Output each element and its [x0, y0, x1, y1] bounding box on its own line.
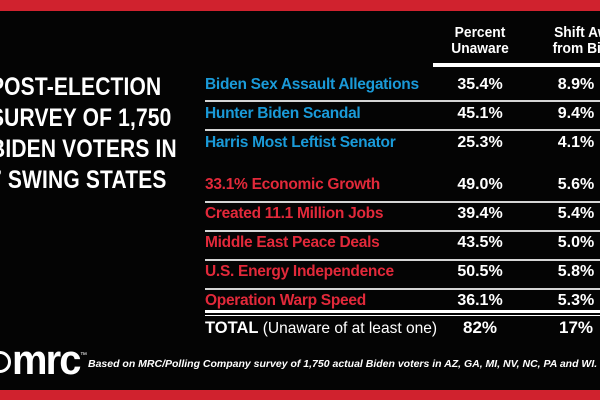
source-footnote: Based on MRC/Polling Company survey of 1… — [88, 358, 600, 370]
total-label-note: (Unaware of at least one) — [262, 320, 438, 337]
column-header-line: Shift Away — [554, 24, 600, 41]
row-percent-unaware: 49.0% — [457, 176, 503, 193]
row-divider — [205, 230, 600, 232]
total-rule-thin — [205, 315, 600, 316]
title-line-4: 7 SWING STATES — [0, 166, 167, 194]
total-label-bold: TOTAL — [205, 318, 259, 337]
table-row: Harris Most Leftist Senator 25.3% 4.1% — [0, 134, 600, 153]
column-header-percent-unaware: Percent Unaware — [429, 25, 530, 57]
table-row: Biden Sex Assault Allegations 35.4% 8.9% — [0, 76, 600, 95]
row-percent-unaware: 50.5% — [457, 263, 503, 280]
title-line-2: SURVEY OF 1,750 — [0, 104, 172, 132]
table-row: Operation Warp Speed 36.1% 5.3% — [0, 292, 600, 311]
row-shift-away: 5.3% — [557, 292, 595, 309]
mrc-logo-circle-icon — [0, 351, 11, 373]
row-shift-away: 5.4% — [557, 205, 595, 222]
row-percent-unaware: 45.1% — [457, 105, 503, 122]
bottom-red-bar — [0, 390, 600, 400]
total-shift-away: 17% — [558, 318, 594, 337]
row-label: Middle East Peace Deals — [205, 234, 380, 251]
table-row: Middle East Peace Deals 43.5% 5.0% — [0, 234, 600, 253]
header-underline — [433, 63, 600, 67]
row-label: U.S. Energy Independence — [205, 263, 394, 280]
table-row: U.S. Energy Independence 50.5% 5.8% — [0, 263, 600, 282]
column-header-shift-away: Shift Away from Biden — [538, 25, 600, 57]
row-shift-away: 9.4% — [557, 105, 595, 122]
row-percent-unaware: 39.4% — [457, 205, 503, 222]
row-percent-unaware: 35.4% — [457, 76, 503, 93]
title-line-3: BIDEN VOTERS IN — [0, 135, 177, 163]
table-row: 33.1% Economic Growth 49.0% 5.6% — [0, 176, 600, 195]
table-row: Created 11.1 Million Jobs 39.4% 5.4% — [0, 205, 600, 224]
table-row: Hunter Biden Scandal 45.1% 9.4% — [0, 105, 600, 124]
row-shift-away: 4.1% — [557, 134, 595, 151]
row-percent-unaware: 25.3% — [457, 134, 503, 151]
row-shift-away: 5.0% — [557, 234, 595, 251]
row-divider — [205, 129, 600, 131]
column-header-line: Unaware — [451, 40, 509, 57]
row-label: Harris Most Leftist Senator — [205, 134, 396, 151]
title-line-1: POST-ELECTION — [0, 73, 162, 101]
row-label: Hunter Biden Scandal — [205, 105, 361, 122]
row-shift-away: 8.9% — [557, 76, 595, 93]
survey-title: POST-ELECTION SURVEY OF 1,750 BIDEN VOTE… — [0, 72, 177, 196]
row-label: Operation Warp Speed — [205, 292, 366, 309]
row-divider — [205, 201, 600, 203]
total-label: TOTAL (Unaware of at least one) — [205, 318, 437, 338]
column-header-line: Percent — [454, 24, 506, 41]
row-divider — [205, 259, 600, 261]
row-divider — [205, 288, 600, 290]
row-shift-away: 5.6% — [557, 176, 595, 193]
top-red-bar — [0, 0, 600, 11]
row-divider — [205, 100, 600, 102]
row-label: 33.1% Economic Growth — [205, 176, 381, 193]
row-percent-unaware: 43.5% — [457, 234, 503, 251]
row-shift-away: 5.8% — [557, 263, 595, 280]
mrc-logo-text: mrc — [12, 336, 81, 383]
row-percent-unaware: 36.1% — [457, 292, 503, 309]
row-label: Created 11.1 Million Jobs — [205, 205, 384, 222]
trademark-symbol: ™ — [80, 352, 87, 359]
total-rule-thick — [205, 310, 600, 313]
row-label: Biden Sex Assault Allegations — [205, 76, 419, 93]
total-percent-unaware: 82% — [462, 318, 498, 337]
column-header-line: from Biden — [552, 40, 600, 57]
